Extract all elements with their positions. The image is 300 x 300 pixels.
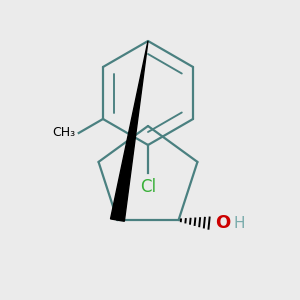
Text: O: O <box>215 214 231 232</box>
Text: Cl: Cl <box>140 178 156 196</box>
Polygon shape <box>110 41 148 221</box>
Text: H: H <box>233 216 245 231</box>
Text: CH₃: CH₃ <box>52 127 76 140</box>
